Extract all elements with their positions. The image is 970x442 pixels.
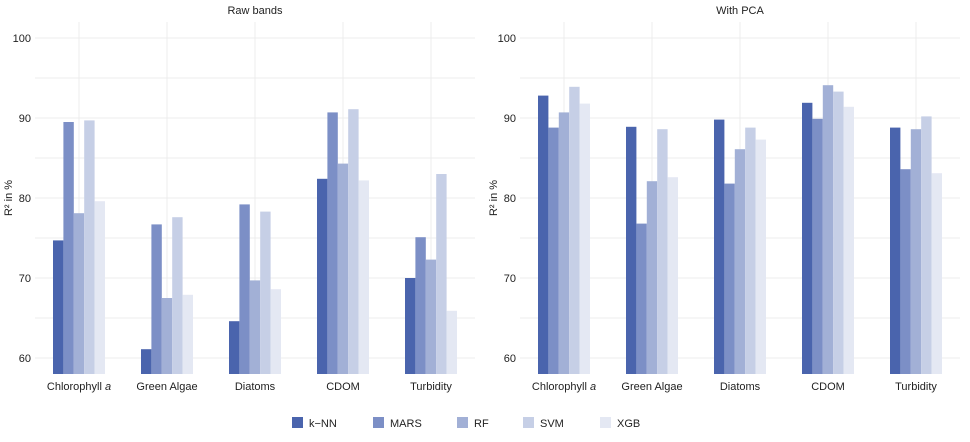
x-tick-label-italic: a (590, 381, 596, 393)
legend-label: k−NN (309, 418, 337, 430)
bar-mars (415, 237, 426, 374)
bar-svm (84, 120, 95, 375)
bar-svm (260, 211, 271, 374)
legend-label: SVM (540, 418, 564, 430)
legend-swatch (292, 417, 303, 428)
bar-svm (569, 86, 580, 375)
bar-knn (802, 102, 813, 375)
bar-xgb (755, 139, 766, 374)
bar-rf (73, 213, 85, 374)
y-tick-label: 80 (19, 193, 31, 205)
x-tick-label: CDOM (811, 381, 845, 393)
bar-mars (724, 183, 735, 374)
bar-mars (63, 122, 74, 374)
x-tick-label: Green Algae (621, 381, 682, 393)
bar-knn (53, 240, 64, 374)
bar-xgb (358, 180, 369, 374)
x-tick-label: Turbidity (895, 381, 937, 393)
x-tick-label: Chlorophyll a (47, 381, 111, 393)
y-tick-label: 70 (19, 273, 31, 285)
legend-swatch (373, 417, 384, 428)
bar-svm (436, 174, 447, 374)
bar-mars (327, 112, 338, 375)
bar-xgb (843, 106, 854, 375)
bar-mars (900, 169, 911, 374)
x-tick-label: Green Algae (136, 381, 197, 393)
y-tick-label: 100 (13, 33, 31, 45)
bar-mars (636, 223, 647, 374)
y-tick-label: 90 (19, 113, 31, 125)
bar-rf (337, 163, 349, 374)
bar-svm (745, 127, 756, 374)
bar-knn (626, 126, 637, 374)
x-tick-label: CDOM (326, 381, 360, 393)
x-tick-label: Turbidity (410, 381, 452, 393)
bar-svm (172, 217, 183, 374)
y-tick-label: 90 (504, 113, 516, 125)
bar-xgb (931, 173, 942, 374)
bar-mars (239, 204, 250, 374)
bar-knn (229, 321, 240, 374)
bar-xgb (579, 103, 590, 374)
bar-rf (646, 181, 658, 374)
x-tick-label-italic: a (105, 381, 111, 393)
bar-xgb (182, 294, 193, 374)
bar-rf (425, 259, 437, 374)
bar-knn (890, 127, 901, 374)
bar-mars (151, 224, 162, 374)
y-tick-label: 80 (504, 193, 516, 205)
bar-rf (910, 129, 922, 374)
bar-xgb (270, 289, 281, 374)
panel-title: Raw bands (227, 5, 283, 17)
bar-rf (822, 85, 834, 374)
y-tick-label: 100 (498, 33, 516, 45)
bar-rf (558, 112, 570, 375)
bar-knn (538, 95, 549, 374)
bar-rf (734, 149, 746, 374)
bar-xgb (94, 201, 105, 374)
legend-swatch (523, 417, 534, 428)
y-tick-label: 70 (504, 273, 516, 285)
bar-svm (657, 129, 668, 374)
panel-title: With PCA (716, 5, 764, 17)
bar-knn (714, 119, 725, 374)
bar-knn (317, 178, 328, 374)
legend-swatch (457, 417, 468, 428)
bar-mars (548, 127, 559, 374)
legend-swatch (600, 417, 611, 428)
bar-svm (348, 109, 359, 374)
legend-label: MARS (390, 418, 422, 430)
bar-knn (405, 278, 416, 374)
y-axis-label: R² in % (488, 180, 500, 216)
x-tick-label: Diatoms (235, 381, 276, 393)
x-tick-label: Chlorophyll a (532, 381, 596, 393)
bar-svm (833, 91, 844, 374)
bar-rf (161, 298, 173, 374)
legend-label: RF (474, 418, 489, 430)
y-tick-label: 60 (504, 353, 516, 365)
bar-mars (812, 118, 823, 374)
y-axis-label: R² in % (3, 180, 15, 216)
bar-xgb (667, 177, 678, 374)
y-tick-label: 60 (19, 353, 31, 365)
bar-knn (141, 349, 152, 374)
bar-rf (249, 280, 261, 374)
x-tick-label: Diatoms (720, 381, 761, 393)
bar-xgb (446, 310, 457, 374)
bar-svm (921, 116, 932, 375)
legend-label: XGB (617, 418, 640, 430)
